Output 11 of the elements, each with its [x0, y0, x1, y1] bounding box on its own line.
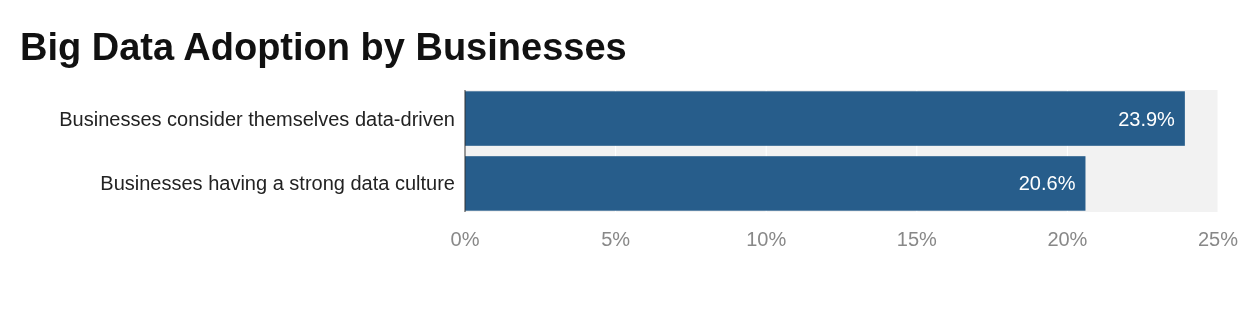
x-tick-label: 25%	[1197, 228, 1239, 250]
x-tick-label: 15%	[896, 228, 938, 250]
data-label: 23.9%	[1118, 107, 1176, 130]
x-tick-label: 5%	[601, 228, 631, 250]
chart-title: Big Data Adoption by Businesses	[20, 26, 627, 68]
y-tick-label: Businesses having a strong data culture	[100, 172, 455, 195]
data-label: 20.6%	[1018, 172, 1076, 195]
y-tick-label: Businesses consider themselves data-driven	[59, 107, 455, 130]
x-tick-label: 10%	[746, 228, 787, 250]
x-tick-label: 0%	[450, 228, 480, 250]
x-tick-label: 20%	[1047, 228, 1088, 250]
